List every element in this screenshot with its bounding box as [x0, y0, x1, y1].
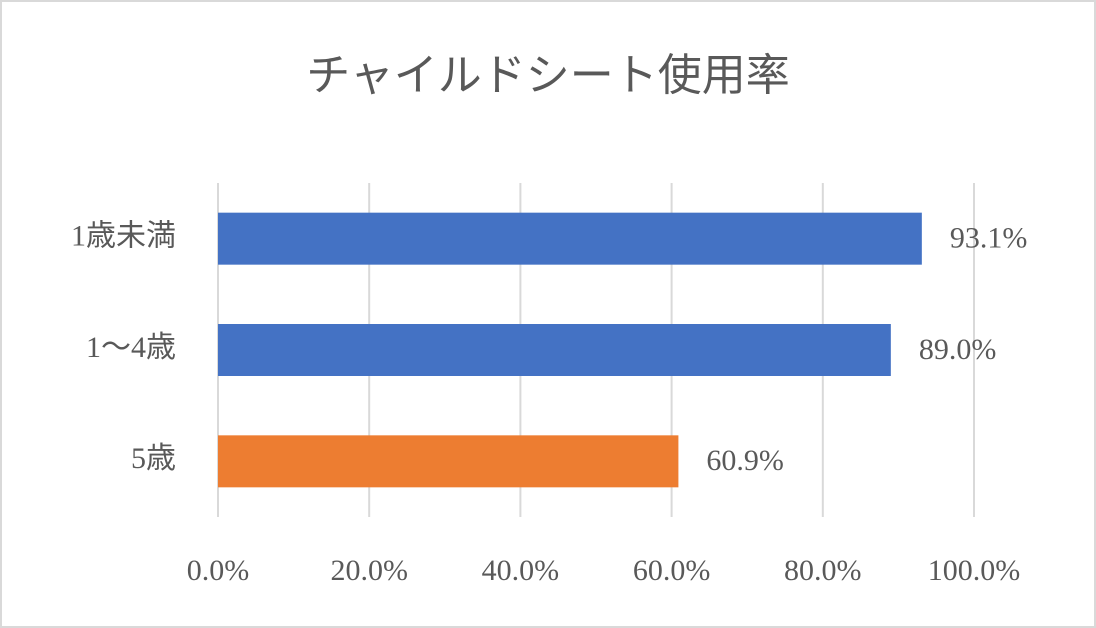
value-label: 93.1% [950, 222, 1027, 255]
x-tick-label: 60.0% [633, 554, 711, 587]
chart-title: チャイルドシート使用率 [306, 51, 790, 100]
bar [218, 435, 679, 488]
x-tick-label: 20.0% [330, 554, 408, 587]
y-tick-label: 5歳 [131, 442, 176, 475]
x-tick-label: 40.0% [482, 554, 560, 587]
value-label: 60.9% [706, 444, 784, 477]
x-tick-label: 0.0% [187, 554, 250, 587]
y-tick-label: 1歳未満 [71, 220, 176, 253]
bar [218, 324, 891, 376]
y-tick-label: 1〜4歳 [86, 331, 176, 364]
x-tick-label: 80.0% [784, 554, 862, 587]
value-label: 89.0% [919, 333, 997, 366]
bar [218, 212, 922, 265]
x-tick-label: 100.0% [928, 554, 1021, 587]
